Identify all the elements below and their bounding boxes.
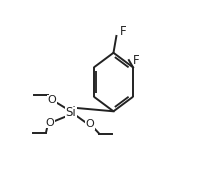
Text: F: F	[120, 25, 127, 38]
Text: Si: Si	[66, 106, 76, 119]
Text: O: O	[48, 95, 56, 105]
Text: O: O	[45, 118, 54, 128]
Text: F: F	[133, 54, 140, 67]
Text: O: O	[86, 120, 94, 129]
